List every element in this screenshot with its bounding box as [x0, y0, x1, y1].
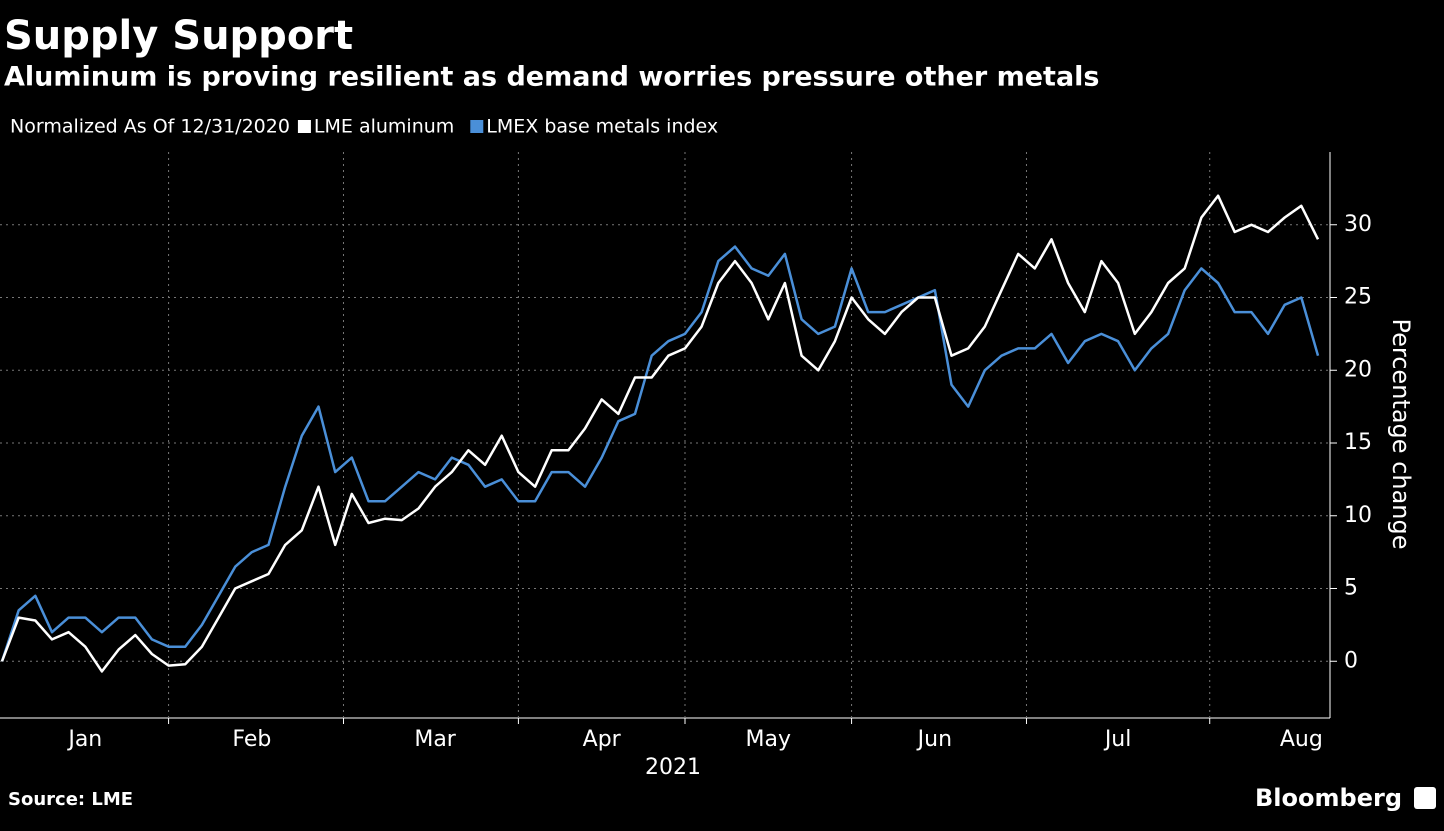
- y-tick-label: 10: [1344, 503, 1372, 528]
- y-tick-label: 0: [1344, 648, 1358, 673]
- legend-label: LME aluminum: [314, 116, 454, 138]
- x-tick-label: Aug: [1280, 727, 1323, 752]
- legend-swatch: [297, 120, 311, 133]
- source: Source: LME: [8, 789, 133, 810]
- y-tick-label: 25: [1344, 285, 1372, 310]
- legend-title: Normalized As Of 12/31/2020: [10, 116, 290, 138]
- brand-icon: [1414, 787, 1436, 809]
- y-tick-label: 15: [1344, 430, 1372, 455]
- x-tick-label: May: [746, 727, 791, 752]
- y-tick-label: 5: [1344, 576, 1358, 601]
- x-tick-label: Jun: [916, 727, 952, 752]
- chart-title: Supply Support: [4, 13, 353, 59]
- y-axis-label: Percentage change: [1387, 319, 1415, 550]
- x-tick-label: Jan: [66, 727, 102, 752]
- y-tick-label: 20: [1344, 357, 1372, 382]
- brand: Bloomberg: [1255, 784, 1402, 812]
- y-tick-label: 30: [1344, 212, 1372, 237]
- series-line: [0, 245, 1320, 662]
- x-axis-label: 2021: [645, 755, 701, 780]
- legend-label: LMEX base metals index: [486, 116, 718, 138]
- legend-swatch: [470, 120, 484, 133]
- x-tick-label: Jul: [1103, 727, 1132, 752]
- chart-subtitle: Aluminum is proving resilient as demand …: [4, 62, 1100, 93]
- x-tick-label: Mar: [414, 727, 456, 752]
- x-tick-label: Apr: [583, 727, 622, 752]
- x-tick-label: Feb: [232, 727, 271, 752]
- series-line: [0, 194, 1320, 673]
